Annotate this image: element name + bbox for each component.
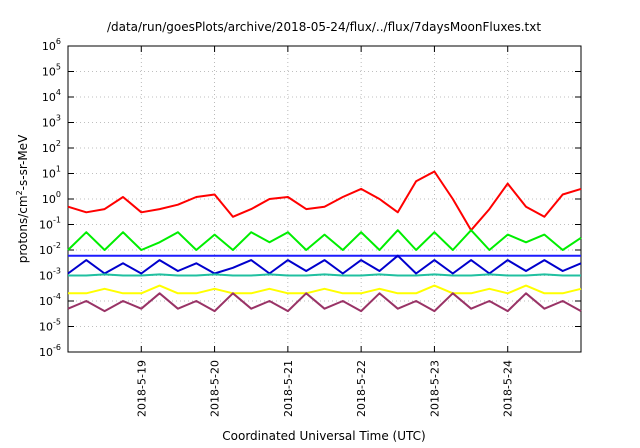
y-tick-label: 104: [42, 88, 61, 104]
x-axis-label: Coordinated Universal Time (UTC): [222, 429, 425, 443]
series-line-6: [68, 284, 582, 295]
x-tick-label: 2018-5-21: [282, 360, 295, 417]
series-line-1: [67, 170, 582, 232]
y-tick-label: 10-2: [39, 241, 61, 257]
chart-title: /data/run/goesPlots/archive/2018-05-24/f…: [107, 20, 541, 34]
x-tick-label: 2018-5-23: [428, 360, 441, 417]
x-tick-label: 2018-5-19: [135, 360, 148, 417]
y-tick-label: 10-5: [39, 318, 61, 334]
y-tick-label: 103: [42, 114, 61, 130]
y-axis-label-post: -s-sr-MeV: [16, 134, 30, 190]
y-tick-label: 10-3: [39, 267, 61, 283]
y-axis-label-pre: protons/cm: [16, 195, 30, 263]
series: [67, 170, 582, 313]
y-tick-label: 102: [42, 139, 61, 155]
series-line-4: [67, 254, 582, 275]
grid: [68, 46, 581, 352]
y-axis-label-sup: 2: [15, 190, 24, 195]
y-tick-label: 10-4: [39, 292, 61, 308]
y-tick-label: 100: [42, 190, 61, 206]
y-tick-label: 101: [42, 165, 61, 181]
y-axis-label: protons/cm2-s-sr-MeV: [15, 134, 30, 263]
x-tick-label: 2018-5-24: [502, 360, 515, 417]
y-tick-label: 106: [42, 37, 61, 53]
x-ticks: 2018-5-19 2018-5-20 2018-5-21 2018-5-22 2018…: [135, 46, 515, 417]
x-tick-label: 2018-5-22: [355, 360, 368, 417]
y-tick-label: 105: [42, 63, 61, 79]
y-tick-label: 10-6: [39, 343, 61, 359]
x-tick-label: 2018-5-20: [209, 360, 222, 417]
y-ticks: 10-6 10-5 10-4 10-3 10-2 10-1 100 101 102 103 104 1…: [39, 37, 581, 359]
y-tick-label: 10-1: [39, 216, 61, 232]
series-line-7: [67, 292, 582, 313]
series-line-5: [68, 273, 581, 277]
series-line-2: [67, 229, 582, 251]
